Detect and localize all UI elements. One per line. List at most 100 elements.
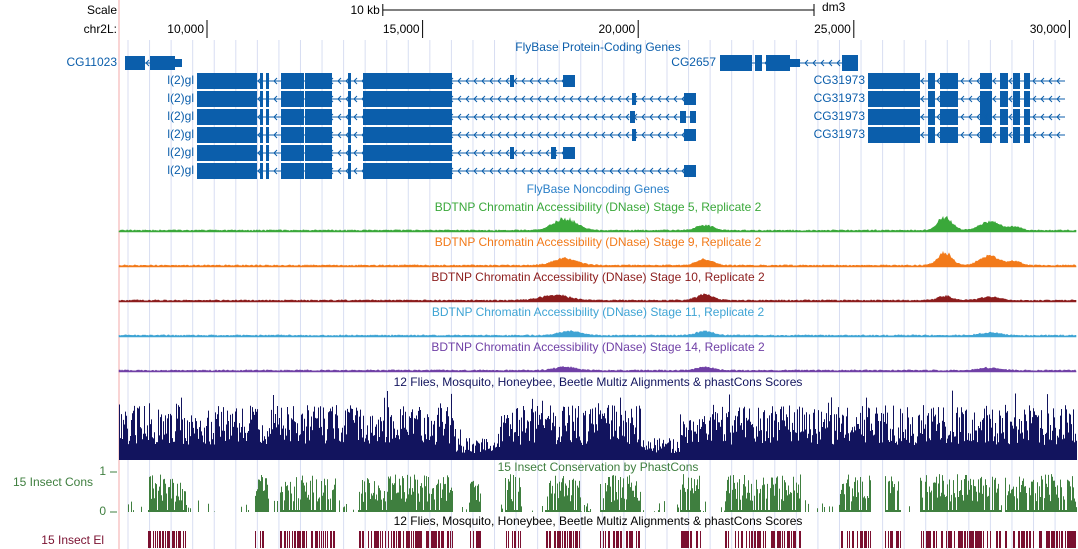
y-tick-label: 0 (99, 504, 106, 518)
gene-label[interactable]: l(2)gl (167, 163, 194, 177)
exon (266, 109, 269, 125)
track-title: 12 Flies, Mosquito, Honeybee, Beetle Mul… (394, 375, 803, 389)
exon (868, 127, 920, 143)
exon (348, 163, 351, 179)
track-label[interactable]: 15 Insect Cons (13, 475, 93, 489)
exon (1024, 127, 1030, 143)
exon (928, 127, 935, 143)
exon (197, 109, 257, 125)
exon (1013, 91, 1020, 107)
exon (1013, 109, 1020, 125)
exon (266, 73, 269, 89)
gene-label[interactable]: l(2)gl (167, 127, 194, 141)
exon (197, 91, 257, 107)
exon (928, 109, 935, 125)
exon (305, 73, 332, 89)
exon (980, 127, 992, 143)
track-title: FlyBase Noncoding Genes (527, 182, 670, 196)
exon (842, 55, 858, 71)
gene-label[interactable]: CG31973 (814, 91, 866, 105)
exon (348, 127, 351, 143)
exon (766, 55, 790, 71)
exon (684, 129, 696, 141)
exon (868, 73, 920, 89)
exon (305, 109, 332, 125)
track-title: 15 Insect Conservation by PhastCons (498, 460, 699, 474)
gene-label[interactable]: l(2)gl (167, 91, 194, 105)
exon (266, 91, 269, 107)
exon (1024, 73, 1030, 89)
exon (563, 147, 575, 159)
gene-label[interactable]: l(2)gl (167, 73, 194, 87)
exon (868, 91, 920, 107)
exon (281, 127, 304, 143)
exon (928, 91, 935, 107)
exon (281, 163, 304, 179)
exon (305, 163, 332, 179)
tick-label: 25,000 (814, 22, 851, 36)
exon (510, 147, 514, 159)
exon (690, 111, 696, 123)
exon (1024, 91, 1030, 107)
exon (305, 145, 332, 161)
assembly: dm3 (822, 0, 846, 14)
exon (348, 91, 351, 107)
y-tick-label: 1 (99, 464, 106, 478)
exon (1013, 73, 1020, 89)
gene-label[interactable]: CG2657 (671, 55, 716, 69)
exon (790, 59, 800, 67)
exon (266, 127, 269, 143)
exon (928, 73, 935, 89)
exon (684, 93, 696, 105)
gene-label[interactable]: l(2)gl (167, 145, 194, 159)
gene-label[interactable]: l(2)gl (167, 109, 194, 123)
exon (150, 56, 175, 70)
track-title: BDTNP Chromatin Accessibility (DNase) St… (431, 340, 765, 354)
exon (348, 145, 351, 161)
exon (363, 91, 452, 107)
signal (118, 250, 1077, 268)
exon (197, 73, 257, 89)
gene-label[interactable]: CG31973 (814, 73, 866, 87)
exon (940, 73, 958, 89)
exon (632, 129, 636, 141)
exon (680, 111, 686, 123)
exon (980, 73, 992, 89)
exon (260, 73, 263, 89)
exon (363, 109, 452, 125)
exon (305, 91, 332, 107)
exon (348, 109, 351, 125)
exon (266, 163, 269, 179)
exon (1000, 73, 1008, 89)
exon (260, 163, 263, 179)
exon (281, 109, 304, 125)
tick-label: 20,000 (598, 22, 635, 36)
gene-label[interactable]: CG31973 (814, 109, 866, 123)
track-title: BDTNP Chromatin Accessibility (DNase) St… (435, 200, 762, 214)
tick-label: 15,000 (383, 22, 420, 36)
gene-label[interactable]: CG31973 (814, 127, 866, 141)
exon (563, 75, 575, 87)
exon (510, 75, 514, 87)
exon (363, 73, 452, 89)
exon (260, 91, 263, 107)
exon (125, 56, 145, 70)
exon (175, 59, 182, 67)
gene-label[interactable]: CG11023 (67, 55, 118, 69)
track-label[interactable]: 15 Insect El (41, 533, 104, 547)
tick-label: 10,000 (167, 22, 204, 36)
exon (197, 145, 257, 161)
track-title: BDTNP Chromatin Accessibility (DNase) St… (431, 270, 765, 284)
track-title: 12 Flies, Mosquito, Honeybee, Beetle Mul… (394, 514, 803, 528)
exon (260, 127, 263, 143)
signal (118, 215, 1077, 233)
track-title: FlyBase Protein-Coding Genes (515, 40, 680, 54)
element-bars (148, 531, 1076, 548)
exon (281, 91, 304, 107)
exon (1000, 91, 1008, 107)
exon (630, 111, 635, 123)
exon (551, 147, 556, 159)
track-title: BDTNP Chromatin Accessibility (DNase) St… (432, 305, 765, 319)
exon (632, 93, 636, 105)
